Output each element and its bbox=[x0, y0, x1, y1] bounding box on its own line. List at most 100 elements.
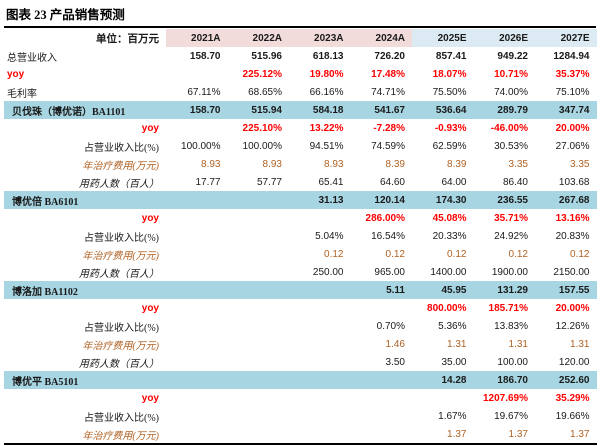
value-cell: 267.68 bbox=[535, 191, 597, 209]
value-cell: 8.39 bbox=[385, 158, 405, 170]
value-cell: 252.60 bbox=[535, 371, 597, 389]
value-cell bbox=[289, 353, 351, 371]
data-row: 总营业收入 158.70 515.96 618.13 726.20 857.41 949.2… bbox=[4, 47, 597, 65]
value-cell: 64.60 bbox=[379, 176, 405, 188]
value-cell: 3.35 bbox=[570, 158, 590, 170]
row-label: 用药人数（百人） bbox=[79, 178, 159, 190]
value-cell: 800.00% bbox=[427, 302, 467, 314]
figure-title: 图表 23 产品销售预测 bbox=[6, 8, 125, 22]
value-cell: 0.12 bbox=[570, 248, 590, 260]
value-cell: 20.33% bbox=[432, 230, 467, 242]
product-section-row: 博优平 BA5101 14.28 186.70 252.60 bbox=[4, 371, 597, 389]
value-cell bbox=[228, 299, 290, 317]
row-label: 毛利率 bbox=[7, 88, 37, 100]
row-label: 总营业收入 bbox=[7, 52, 57, 64]
value-cell: 8.93 bbox=[324, 158, 344, 170]
value-cell bbox=[166, 191, 228, 209]
value-cell bbox=[166, 425, 228, 444]
sales-forecast-table: 单位：百万元 2021A 2022A 2023A 2024A 2025E 2026E 202… bbox=[4, 29, 597, 445]
value-cell: 74.71% bbox=[371, 86, 405, 98]
value-cell bbox=[166, 227, 228, 245]
data-row: 毛利率 67.11% 68.65% 66.16% 74.71% 75.50% 74.00% 7… bbox=[4, 83, 597, 101]
value-cell: 68.65% bbox=[248, 86, 282, 98]
value-cell bbox=[166, 65, 228, 83]
value-cell bbox=[289, 371, 351, 389]
row-label: 占营业收入比(%) bbox=[84, 142, 159, 154]
value-cell: 515.96 bbox=[251, 50, 282, 62]
value-cell bbox=[351, 425, 413, 444]
data-row: 年治疗费用(万元) 0.12 0.12 0.12 0.12 0.12 bbox=[4, 245, 597, 263]
product-section-row: 贝伐珠（博优诺）BA1101 158.70 515.94 584.18 541.67 53… bbox=[4, 101, 597, 119]
value-cell bbox=[289, 317, 351, 335]
value-cell bbox=[228, 389, 290, 407]
value-cell: 74.59% bbox=[371, 140, 405, 152]
row-label: yoy bbox=[7, 68, 25, 80]
value-cell: 1900.00 bbox=[491, 266, 528, 278]
value-cell: 75.50% bbox=[432, 86, 467, 98]
value-cell: 13.22% bbox=[309, 122, 344, 134]
value-cell: 3.35 bbox=[508, 158, 528, 170]
value-cell: 186.70 bbox=[473, 371, 535, 389]
data-row: 年治疗费用(万元) 1.37 1.37 1.37 bbox=[4, 425, 597, 444]
value-cell: 1.37 bbox=[508, 428, 528, 440]
value-cell: 13.16% bbox=[555, 212, 590, 224]
value-cell: 157.55 bbox=[535, 281, 597, 299]
value-cell: 949.22 bbox=[497, 50, 528, 62]
data-row: yoy 286.00% 45.08% 35.71% 13.16% bbox=[4, 209, 597, 227]
value-cell bbox=[166, 353, 228, 371]
row-label: 博优平 BA5101 bbox=[4, 371, 166, 389]
row-label: 年治疗费用(万元) bbox=[82, 160, 159, 172]
column-header-2023A: 2023A bbox=[289, 29, 351, 47]
value-cell bbox=[289, 209, 351, 227]
value-cell: 236.55 bbox=[473, 191, 535, 209]
value-cell: 20.83% bbox=[555, 230, 590, 242]
value-cell: 1.46 bbox=[385, 338, 405, 350]
value-cell: 541.67 bbox=[350, 101, 412, 119]
value-cell: 1.31 bbox=[570, 338, 590, 350]
value-cell bbox=[289, 299, 351, 317]
value-cell: 66.16% bbox=[309, 86, 344, 98]
column-header-2021A: 2021A bbox=[166, 29, 228, 47]
value-cell bbox=[228, 263, 290, 281]
title-divider bbox=[4, 26, 596, 28]
value-cell: 131.29 bbox=[473, 281, 535, 299]
column-header-2025E: 2025E bbox=[412, 29, 474, 47]
row-label: 贝伐珠（博优诺）BA1101 bbox=[4, 101, 166, 119]
value-cell: 174.30 bbox=[412, 191, 474, 209]
row-label: yoy bbox=[141, 212, 159, 224]
header-row: 单位：百万元 2021A 2022A 2023A 2024A 2025E 2026E 202… bbox=[4, 29, 597, 47]
value-cell: 120.14 bbox=[350, 191, 412, 209]
value-cell bbox=[289, 389, 351, 407]
value-cell: 1284.94 bbox=[553, 50, 590, 62]
row-label: 年治疗费用(万元) bbox=[82, 430, 159, 442]
value-cell bbox=[228, 227, 290, 245]
value-cell: 2150.00 bbox=[553, 266, 590, 278]
value-cell: 584.18 bbox=[289, 101, 351, 119]
value-cell: 64.00 bbox=[441, 176, 467, 188]
row-label: 用药人数（百人） bbox=[79, 358, 159, 370]
value-cell: 27.06% bbox=[555, 140, 590, 152]
value-cell: 20.00% bbox=[555, 122, 590, 134]
value-cell: -7.28% bbox=[373, 122, 405, 134]
value-cell: 100.00% bbox=[242, 140, 282, 152]
product-section-row: 博优倍 BA6101 31.13 120.14 174.30 236.55 267.68 bbox=[4, 191, 597, 209]
value-cell bbox=[289, 281, 351, 299]
value-cell: 45.95 bbox=[412, 281, 474, 299]
value-cell: 726.20 bbox=[374, 50, 405, 62]
row-label: yoy bbox=[141, 392, 159, 404]
value-cell: 0.12 bbox=[508, 248, 528, 260]
value-cell: 5.04% bbox=[315, 230, 344, 242]
row-label: 占营业收入比(%) bbox=[84, 232, 159, 244]
column-header-2026E: 2026E bbox=[473, 29, 535, 47]
value-cell bbox=[351, 407, 413, 425]
value-cell: 0.12 bbox=[385, 248, 405, 260]
value-cell: 0.12 bbox=[447, 248, 467, 260]
value-cell: 185.71% bbox=[488, 302, 528, 314]
value-cell: 35.37% bbox=[555, 68, 590, 80]
value-cell bbox=[289, 425, 351, 444]
value-cell: 1207.69% bbox=[482, 392, 528, 404]
value-cell bbox=[166, 371, 228, 389]
data-row: 用药人数（百人） 17.77 57.77 65.41 64.60 64.00 86.40 10… bbox=[4, 173, 597, 191]
value-cell: 35.29% bbox=[555, 392, 590, 404]
